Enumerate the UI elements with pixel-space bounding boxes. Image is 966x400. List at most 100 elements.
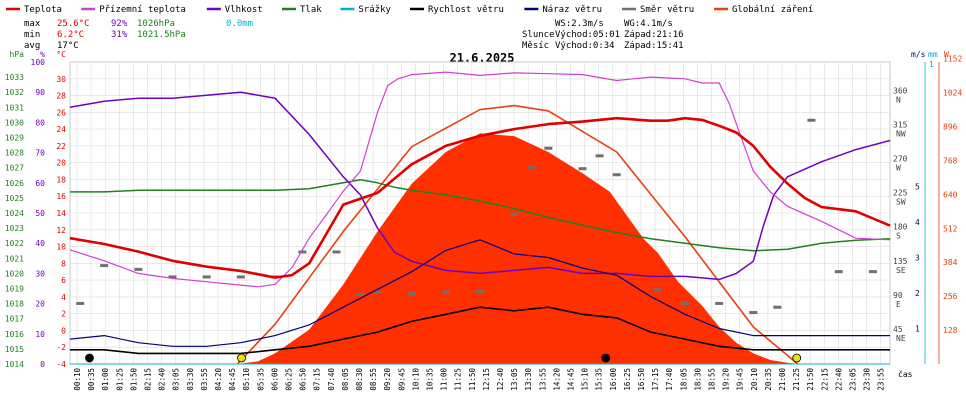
dir-point-5 [236, 275, 245, 279]
axis-dir-tick-2: 270 [893, 155, 908, 164]
axis-hpa-tick-18: 1032 [5, 88, 24, 97]
axis-degc-unit: °C [56, 50, 66, 59]
stats-min-hum: 31% [111, 30, 128, 40]
axis-hpa-tick-17: 1031 [5, 103, 24, 112]
axis-degc-tick-5: 6 [61, 276, 66, 285]
axis-hpa-tick-1: 1015 [5, 345, 24, 354]
stats-block: max 25.6°C 92% 1026hPa 0.0mm min 6.2°C 3… [24, 19, 253, 51]
axis-degc-tick-4: 4 [61, 293, 66, 302]
axis-dir-name-6: E [896, 300, 901, 309]
axis-time-tick-0: 00:10 [73, 368, 82, 391]
axis-time-tick-44: 18:30 [693, 368, 702, 391]
axis-wm2-tick-2: 896 [943, 123, 958, 132]
axis-time-tick-21: 08:55 [369, 368, 378, 391]
stats-min-temp: 6.2°C [57, 30, 84, 40]
axis-ms-tick-3: 2 [915, 289, 920, 298]
axis-degc-tick-14: 24 [56, 125, 66, 134]
axis-time-tick-18: 07:40 [327, 368, 336, 391]
axis-wm2-tick-3: 768 [943, 156, 958, 165]
axis-ms-tick-1: 4 [915, 218, 920, 227]
axes: hPa1014101510161017101810191020102110221… [5, 50, 963, 391]
axis-time-tick-54: 22:40 [834, 368, 843, 391]
marker-sunrise [237, 353, 246, 363]
series-line-1 [69, 91, 891, 281]
dir-point-8 [332, 250, 341, 254]
axis-time-tick-3: 01:25 [115, 368, 124, 391]
stats-min-label: min [24, 30, 40, 40]
moon-set: Západ:15:41 [624, 41, 684, 51]
dir-point-24 [773, 305, 782, 309]
axis-time-tick-14: 06:00 [270, 368, 279, 391]
axis-dir-name-1: NW [896, 130, 906, 139]
axis-hpa-tick-16: 1030 [5, 118, 24, 127]
legend-label-7: Směr větru [640, 5, 694, 15]
axis-degc-tick-1: -2 [56, 343, 66, 352]
marker-moonset [601, 353, 611, 363]
axis-hpa-tick-19: 1033 [5, 73, 24, 82]
axis-time-tick-26: 11:00 [440, 368, 449, 391]
axis-pct-tick-2: 20 [35, 300, 45, 309]
dir-point-27 [868, 270, 877, 274]
axis-hpa-tick-11: 1025 [5, 194, 24, 203]
series-line-4 [70, 306, 890, 355]
axis-time-tick-40: 16:50 [637, 368, 646, 391]
axis-hpa-tick-12: 1026 [5, 179, 24, 188]
stats-max-label: max [24, 19, 41, 29]
axis-dir-name-7: NE [896, 334, 906, 343]
axis-degc-tick-11: 18 [56, 175, 66, 184]
axis-time-tick-9: 03:55 [200, 368, 209, 391]
axis-time-tick-46: 19:20 [722, 368, 731, 391]
stats-max-temp: 25.6°C [57, 19, 90, 29]
axis-ms-tick-4: 1 [915, 325, 920, 334]
axis-dir-tick-1: 315 [893, 121, 908, 130]
axis-time-tick-13: 05:35 [256, 368, 265, 391]
axis-time-tick-19: 08:05 [341, 368, 350, 391]
axis-wm2-tick-4: 640 [943, 190, 958, 199]
axis-hpa-tick-10: 1024 [5, 209, 24, 218]
axis-time-tick-7: 03:05 [172, 368, 181, 391]
axis-hpa-tick-3: 1017 [5, 315, 24, 324]
axis-time-tick-32: 13:30 [524, 368, 533, 391]
axis-dir-name-5: SE [896, 266, 906, 275]
axis-degc-tick-7: 10 [56, 243, 66, 252]
axis-hpa-tick-14: 1028 [5, 149, 24, 158]
axis-time-tick-42: 17:40 [665, 368, 674, 391]
axis-hpa-tick-9: 1023 [5, 224, 24, 233]
legend-label-1: Přízemní teplota [99, 5, 186, 15]
wind-wg: WG:4.1m/s [624, 19, 673, 29]
axis-time-tick-8: 03:30 [186, 368, 195, 391]
axis-pct-tick-5: 50 [35, 209, 45, 218]
axis-time-tick-47: 19:45 [736, 368, 745, 391]
axis-pct-tick-0: 0 [40, 360, 45, 369]
axis-dir-tick-5: 135 [893, 257, 908, 266]
axis-time-tick-11: 04:45 [228, 368, 237, 391]
wind-ws: WS:2.3m/s [555, 19, 604, 29]
axis-degc-tick-12: 20 [56, 159, 66, 168]
axis-pct-tick-8: 80 [35, 118, 45, 127]
axis-dir-tick-0: 360 [893, 86, 908, 95]
axis-time-tick-53: 22:15 [820, 368, 829, 391]
axis-hpa-tick-6: 1020 [5, 269, 24, 278]
axis-pct-tick-3: 30 [35, 269, 45, 278]
dir-point-0 [76, 301, 85, 305]
sun-rise: Východ:05:01 [555, 30, 620, 40]
axis-time-tick-31: 13:05 [510, 368, 519, 391]
axis-time-tick-57: 23:55 [877, 368, 886, 391]
dir-point-18 [595, 154, 604, 158]
axis-time-tick-37: 15:35 [595, 368, 604, 391]
stats-avg-temp: 17°C [57, 41, 79, 51]
axis-hpa-tick-13: 1027 [5, 164, 24, 173]
axis-time-tick-50: 21:00 [778, 368, 787, 391]
axis-degc-tick-10: 16 [56, 192, 66, 201]
dir-point-11 [407, 292, 416, 296]
axis-time-tick-28: 11:50 [468, 368, 477, 391]
dir-point-21 [681, 301, 689, 305]
axis-time-tick-23: 09:45 [397, 368, 406, 391]
axis-time-tick-4: 01:50 [129, 368, 138, 391]
dir-point-13 [476, 289, 484, 293]
series-line-6 [69, 116, 891, 279]
axis-time-tick-2: 01:00 [101, 368, 110, 391]
axis-wm2-tick-5: 512 [943, 224, 958, 233]
axis-time-tick-51: 21:25 [792, 368, 801, 391]
